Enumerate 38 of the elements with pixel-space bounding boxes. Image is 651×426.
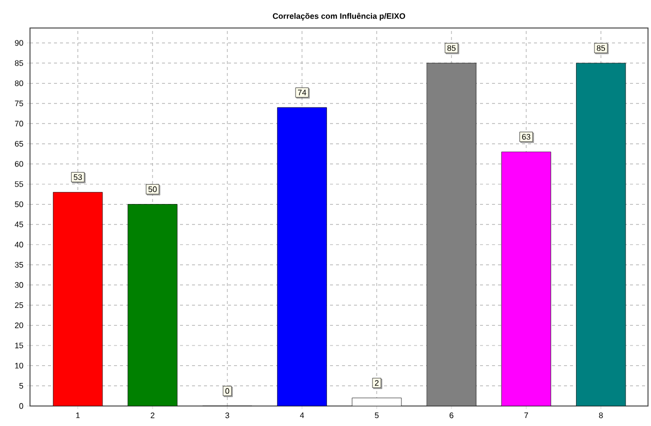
x-tick-label: 6 <box>450 412 454 418</box>
y-tick-label: 65 <box>14 140 24 147</box>
y-tick-label: 40 <box>14 242 24 248</box>
y-tick-label: 55 <box>14 181 24 187</box>
chart-title: Correlações com Influência p/EIXO <box>272 12 406 20</box>
x-tick-label: 1 <box>76 412 80 418</box>
y-tick-label: 80 <box>14 80 24 86</box>
data-label: 0 <box>225 388 230 394</box>
y-tick-label: 85 <box>14 60 24 66</box>
y-tick-label: 75 <box>14 100 24 106</box>
y-tick-label: 10 <box>15 362 24 368</box>
y-tick-label: 70 <box>14 120 24 126</box>
x-tick-label: 5 <box>374 412 379 418</box>
x-tick-label: 8 <box>599 412 603 418</box>
y-tick-label: 50 <box>14 201 24 208</box>
y-tick-label: 60 <box>14 161 24 167</box>
data-label: 50 <box>148 186 157 192</box>
bar <box>128 204 178 406</box>
y-tick-label: 20 <box>14 322 24 328</box>
data-label: 85 <box>596 45 606 51</box>
y-tick-label: 90 <box>14 40 24 46</box>
data-label: 74 <box>298 90 306 96</box>
y-tick-label: 30 <box>14 282 24 288</box>
x-tick-label: 3 <box>225 412 230 418</box>
y-tick-label: 5 <box>19 383 24 389</box>
y-tick-label: 45 <box>14 222 24 228</box>
y-tick-label: 25 <box>14 302 24 308</box>
data-label: 53 <box>74 174 82 180</box>
y-tick-label: 0 <box>19 403 24 409</box>
data-label: 63 <box>522 134 530 140</box>
y-tick-label: 15 <box>15 342 24 348</box>
y-tick-label: 35 <box>14 262 24 268</box>
bar <box>52 192 103 406</box>
data-label: 2 <box>374 380 379 386</box>
x-tick-label: 7 <box>524 412 528 418</box>
x-tick-label: 4 <box>300 412 304 418</box>
x-tick-label: 2 <box>150 412 154 418</box>
data-label: 85 <box>447 45 456 51</box>
